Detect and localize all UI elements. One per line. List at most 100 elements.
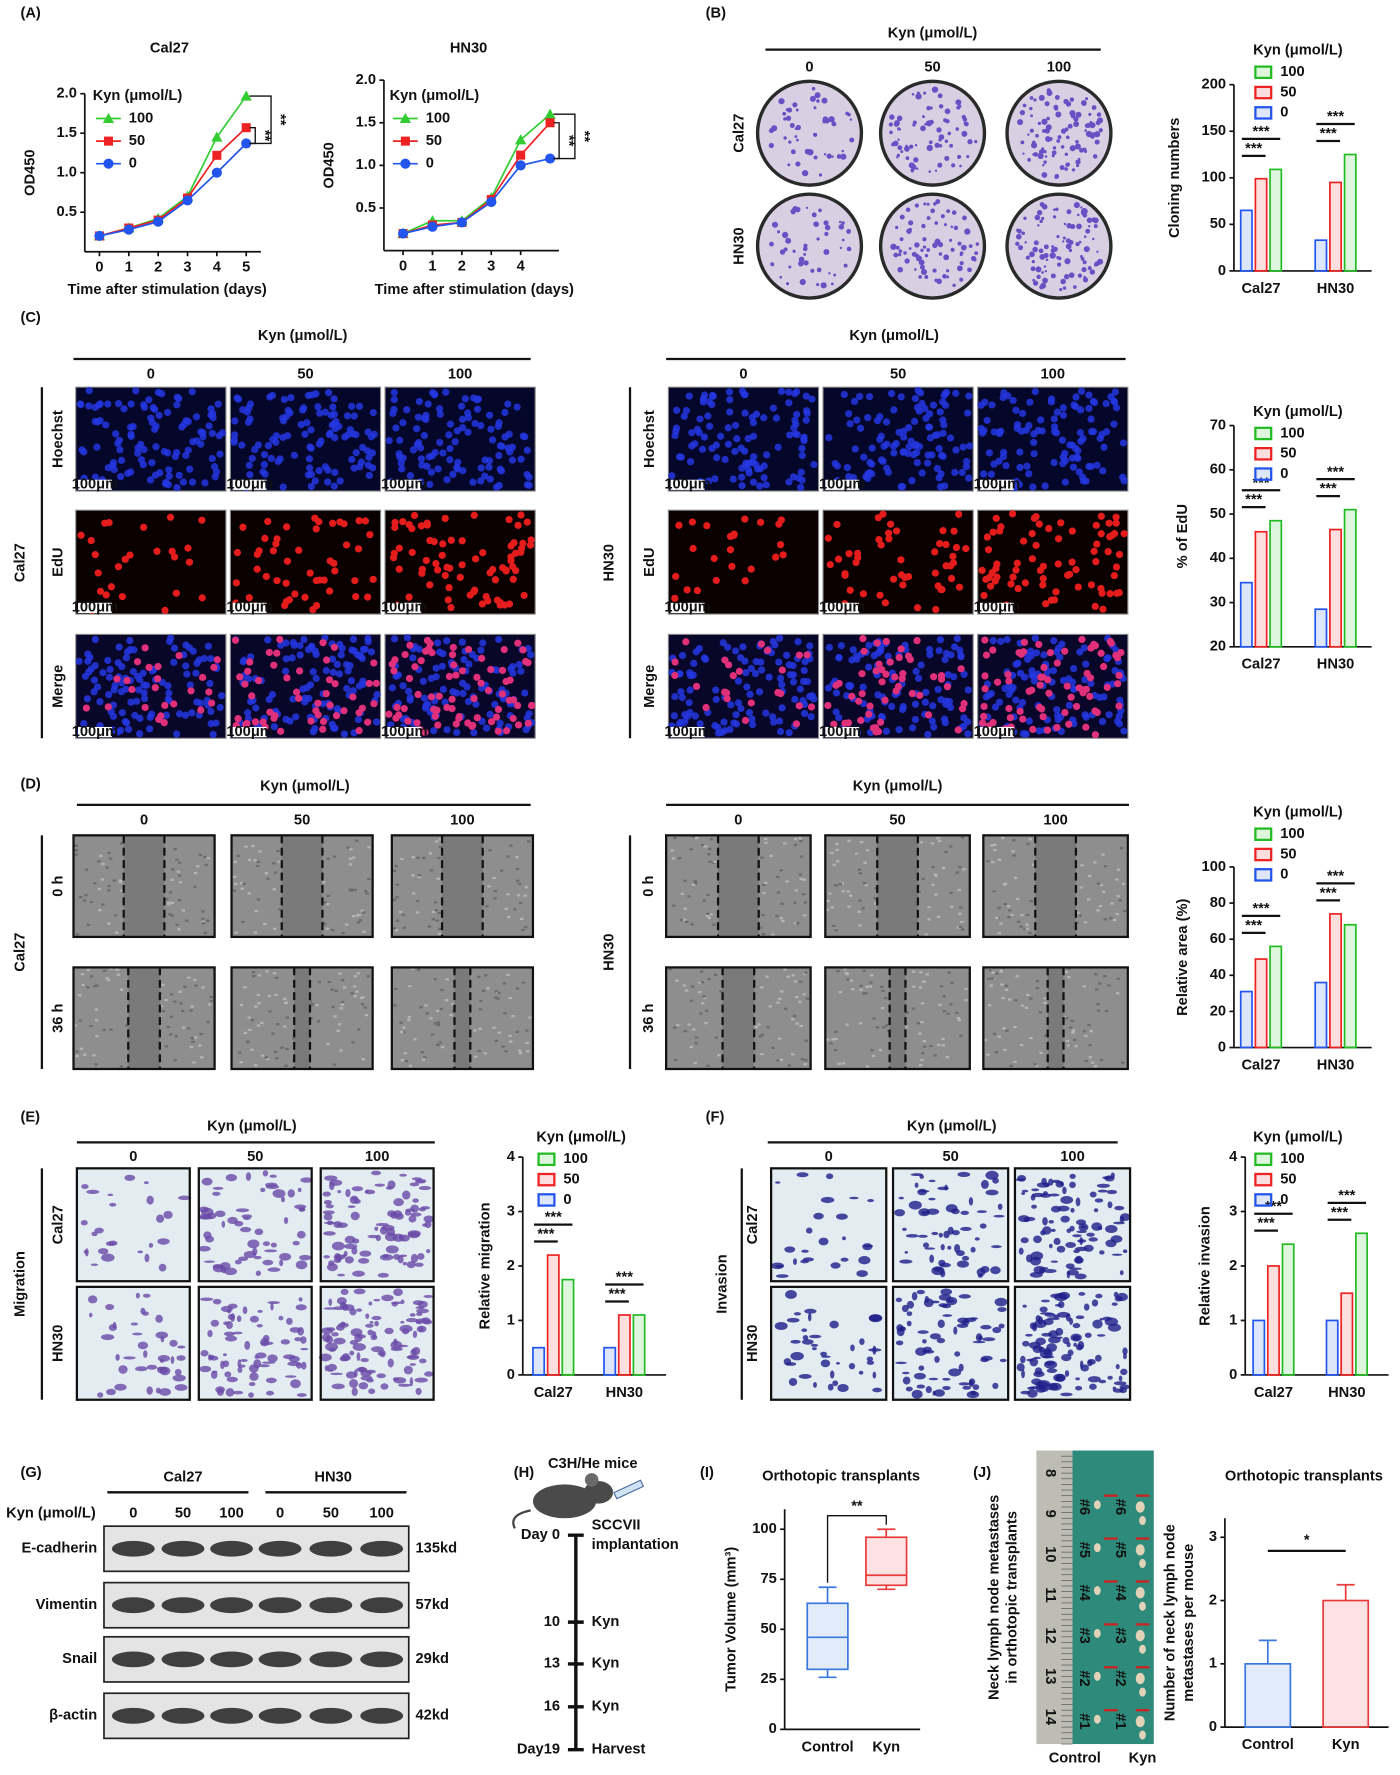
texture (201, 986, 204, 988)
nucleus (692, 712, 699, 719)
colony (792, 102, 797, 107)
colony (842, 239, 845, 242)
texture (958, 866, 961, 868)
texture (194, 1036, 197, 1038)
texture (95, 1019, 98, 1021)
column-label: 100 (1043, 813, 1067, 829)
cell-cluster (1044, 1182, 1050, 1187)
text-line: SCCVII (592, 1517, 641, 1533)
size-label: 29kd (416, 1651, 449, 1667)
nucleus (193, 660, 200, 667)
nucleus (883, 418, 890, 425)
cell-cluster (1095, 1198, 1104, 1202)
y-axis-label: OD450 (22, 149, 38, 195)
texture (785, 880, 788, 882)
edu-nucleus (1092, 558, 1099, 565)
nucleus (327, 412, 334, 419)
texture (993, 844, 996, 846)
edu-nucleus (459, 667, 466, 674)
texture (251, 845, 254, 847)
colony (914, 268, 917, 271)
texture (347, 846, 350, 848)
cell-cluster (914, 1373, 926, 1380)
texture (776, 1059, 779, 1061)
y-tick-label: 1.0 (57, 165, 77, 181)
cell-cluster (393, 1377, 399, 1381)
edu-nucleus (1045, 525, 1052, 532)
nucleus (1030, 430, 1037, 437)
edu-nucleus (1113, 563, 1120, 570)
nucleus (706, 423, 713, 430)
edu-nucleus (418, 570, 425, 577)
nucleus (1112, 388, 1119, 395)
nucleus (164, 409, 171, 416)
edu-nucleus (134, 658, 141, 665)
cell-cluster (271, 1243, 277, 1248)
edu-nucleus (728, 563, 735, 570)
point (546, 118, 555, 127)
cell-cluster (915, 1183, 919, 1188)
cell-cluster (160, 1359, 164, 1363)
edu-nucleus (866, 703, 873, 710)
edu-nucleus (987, 583, 994, 590)
row-label: 0 h (641, 875, 657, 896)
grid-header: Kyn (μmol/L) (853, 779, 943, 795)
edu-nucleus (448, 696, 455, 703)
colony (1092, 238, 1094, 240)
nucleus (806, 693, 813, 700)
nucleus (280, 483, 287, 490)
edu-nucleus (897, 645, 904, 652)
cell-cluster (207, 1330, 212, 1337)
nucleus (750, 433, 757, 440)
edu-nucleus (916, 692, 923, 699)
texture (161, 984, 164, 986)
mouse-id: #2 (1112, 1670, 1128, 1686)
nucleus (501, 409, 508, 416)
nucleus (1060, 412, 1067, 419)
edu-nucleus (950, 528, 957, 535)
edu-nucleus (872, 724, 879, 731)
cell-cluster (943, 1231, 949, 1238)
legend-marker (104, 137, 113, 146)
x-tick-label: HN30 (1317, 657, 1354, 673)
nucleus (132, 387, 139, 394)
colony (841, 221, 845, 225)
edu-nucleus (255, 677, 262, 684)
nucleus (151, 426, 158, 433)
colony (969, 244, 973, 248)
texture (525, 1029, 528, 1031)
edu-nucleus (1039, 581, 1046, 588)
nucleus (165, 481, 172, 488)
edu-nucleus (515, 721, 522, 728)
cell-cluster (135, 1366, 147, 1371)
texture (701, 1002, 704, 1004)
nucleus (986, 449, 993, 456)
texture (519, 902, 522, 904)
colony (1020, 110, 1025, 115)
colony (1030, 96, 1034, 100)
nucleus (509, 457, 516, 464)
nucleus (405, 688, 412, 695)
texture (165, 898, 168, 900)
texture (473, 1029, 476, 1031)
text-line: Number of neck lymph node (1163, 1524, 1179, 1721)
nucleus (1099, 467, 1106, 474)
texture (836, 970, 839, 972)
nucleus (114, 440, 121, 447)
cell-cluster (801, 1328, 807, 1332)
texture (764, 838, 767, 840)
edu-nucleus (721, 689, 728, 696)
edu-nucleus (489, 566, 496, 573)
nucleus (509, 663, 516, 670)
blot-band (309, 1651, 352, 1667)
texture (178, 899, 181, 901)
texture (997, 1036, 1000, 1038)
colony (1016, 234, 1022, 240)
nucleus (1087, 416, 1094, 423)
texture (488, 849, 491, 851)
cell-cluster (323, 1231, 336, 1235)
texture (1007, 905, 1010, 907)
cell-cluster (1070, 1208, 1074, 1213)
colony (840, 247, 842, 249)
texture (268, 1010, 271, 1012)
